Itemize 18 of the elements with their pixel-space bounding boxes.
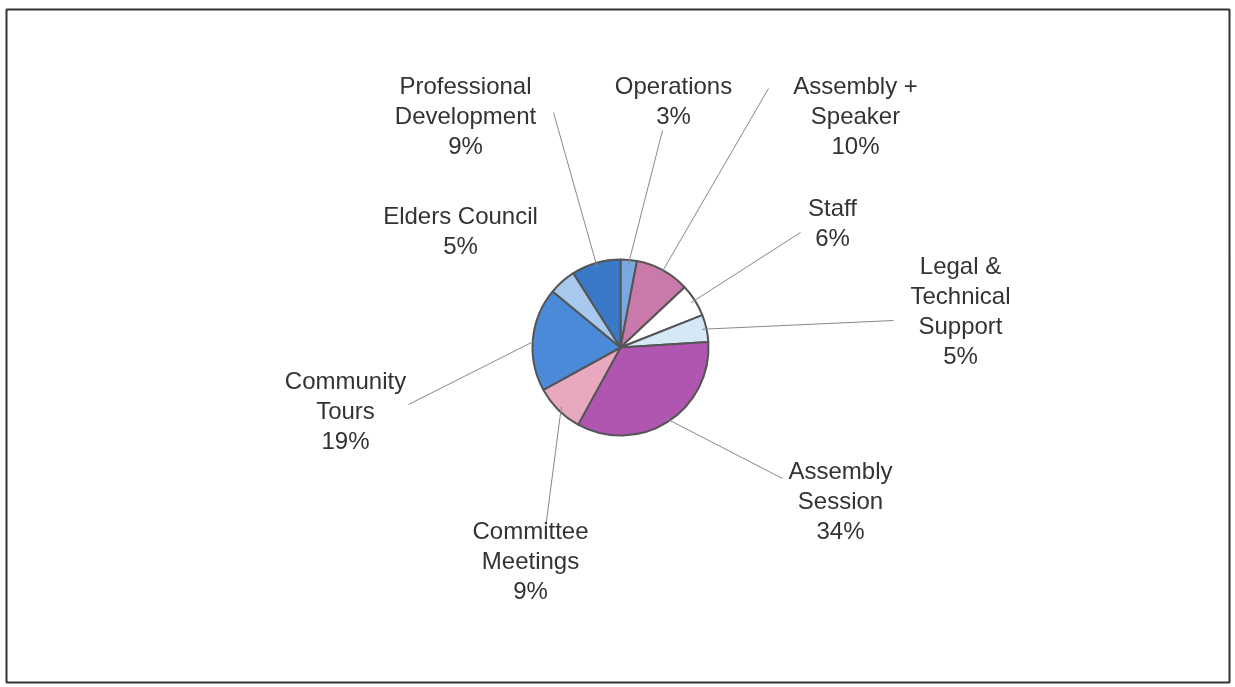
slice-label: Elders Council — [383, 202, 538, 230]
slice-label: Community Tours — [284, 367, 407, 424]
slice-label: Committee Meetings — [472, 517, 589, 574]
slice-label: Assembly Session — [788, 457, 893, 514]
data-label: 3% — [656, 101, 691, 129]
slice-label: Professional Development — [394, 72, 537, 129]
data-label: 9% — [513, 576, 548, 604]
slice-label: Operations — [614, 72, 733, 100]
slice-label: Staff — [808, 194, 858, 222]
data-label: 34% — [816, 516, 865, 544]
data-label: 5% — [943, 341, 978, 369]
data-label: 10% — [831, 131, 880, 159]
data-label: 9% — [448, 131, 483, 159]
data-label: 6% — [815, 223, 850, 251]
slice-label: Assembly + Speaker — [793, 72, 918, 129]
data-label: 5% — [443, 231, 478, 259]
data-label: 19% — [321, 426, 370, 454]
slice-label: Legal & Technical Support — [910, 252, 1011, 339]
